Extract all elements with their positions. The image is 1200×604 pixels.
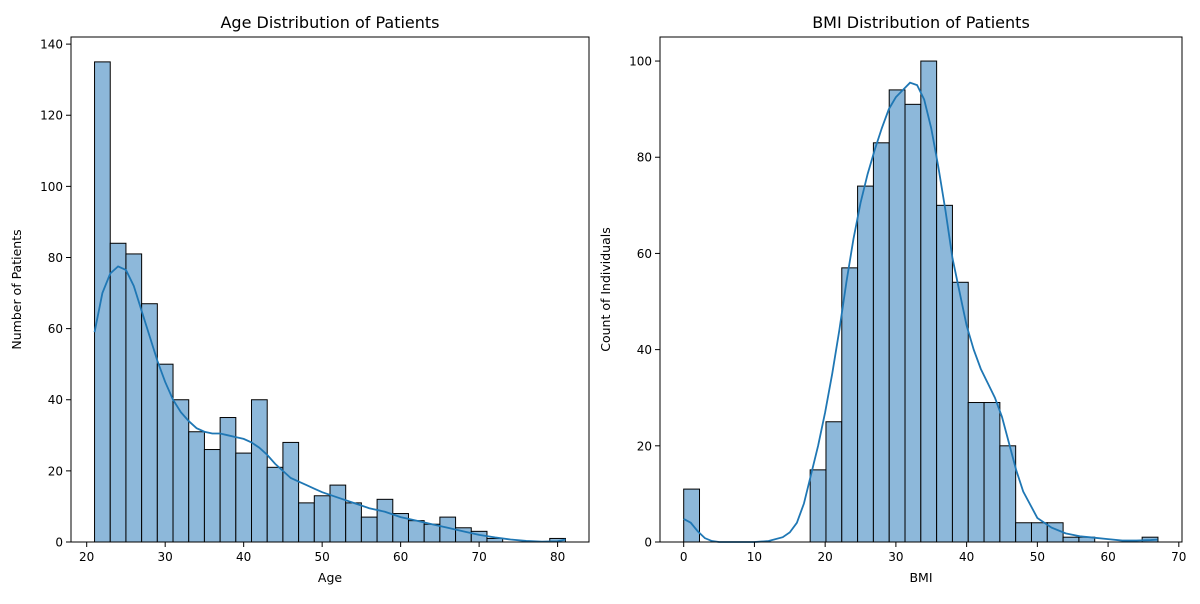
histogram-bar xyxy=(360,516,378,543)
x-tick-label: 50 xyxy=(1030,550,1045,564)
x-tick-label: 0 xyxy=(680,550,688,564)
histogram-bar xyxy=(329,484,347,543)
y-tick-label: 60 xyxy=(637,247,652,261)
histogram-bar xyxy=(94,61,111,543)
x-tick-label: 20 xyxy=(79,550,94,564)
x-tick-label: 30 xyxy=(888,550,903,564)
histogram-bar xyxy=(888,89,906,543)
histogram-bar xyxy=(983,402,1001,543)
y-tick-label: 140 xyxy=(40,38,63,52)
histogram-bar xyxy=(683,488,701,543)
y-axis-label: Count of Individuals xyxy=(598,227,613,352)
histogram-bar xyxy=(376,498,394,543)
chart-title: Age Distribution of Patients xyxy=(220,13,439,32)
x-tick-label: 50 xyxy=(315,550,330,564)
x-tick-label: 80 xyxy=(550,550,565,564)
histogram-bar xyxy=(423,523,441,543)
chart-title: BMI Distribution of Patients xyxy=(812,13,1030,32)
chart-panel-1: 20 30 40 50 60 70 80 0 20 40 60 80 100 120 140 Age Dist… xyxy=(9,13,590,585)
x-tick-label: 10 xyxy=(747,550,762,564)
y-tick-label: 20 xyxy=(637,439,652,453)
histogram-bar xyxy=(141,303,158,543)
histogram-bar xyxy=(172,399,190,543)
kde-line xyxy=(93,265,566,543)
y-tick-label: 80 xyxy=(48,251,63,265)
histogram-bar xyxy=(298,502,315,543)
histogram-bar xyxy=(203,449,221,543)
x-axis-label: Age xyxy=(318,570,342,585)
histogram-bar xyxy=(188,431,205,543)
y-tick-label: 80 xyxy=(637,151,652,165)
histogram-bar xyxy=(345,502,362,543)
y-tick-label: 0 xyxy=(644,536,652,550)
histogram-bar xyxy=(282,441,300,543)
histogram-bar xyxy=(109,242,127,543)
histogram-bar xyxy=(1062,536,1080,543)
y-tick-label: 40 xyxy=(48,393,63,407)
histogram-bar xyxy=(407,520,425,543)
histogram-bar xyxy=(809,469,827,543)
x-axis-label: BMI xyxy=(909,570,932,585)
histogram-bar xyxy=(266,466,284,543)
y-tick-label: 0 xyxy=(55,536,63,550)
y-tick-label: 100 xyxy=(629,55,652,69)
histogram-bar xyxy=(967,402,985,543)
histogram-bar xyxy=(904,103,922,543)
y-tick-label: 100 xyxy=(40,180,63,194)
plot-frame xyxy=(70,36,590,543)
y-tick-label: 40 xyxy=(637,343,652,357)
histogram-bar xyxy=(251,399,268,543)
x-tick-label: 60 xyxy=(1100,550,1115,564)
x-tick-label: 20 xyxy=(818,550,833,564)
histogram-bar xyxy=(936,204,953,543)
y-tick-label: 20 xyxy=(48,464,63,478)
histogram-bar xyxy=(1015,522,1032,543)
x-tick-label: 70 xyxy=(471,550,486,564)
kde-line xyxy=(683,81,1158,543)
histogram-bar xyxy=(857,185,874,543)
x-tick-label: 30 xyxy=(158,550,173,564)
chart-panel-2: 0 10 20 30 40 50 60 70 0 20 40 60 80 100 BMI Distribut… xyxy=(598,13,1186,585)
y-tick-label: 60 xyxy=(48,322,63,336)
y-tick-label: 120 xyxy=(40,109,63,123)
histogram-bar xyxy=(1030,522,1048,543)
histogram-bar xyxy=(235,452,253,543)
histogram-bar xyxy=(872,142,890,543)
histogram-bar xyxy=(313,495,331,543)
histogram-bar xyxy=(156,363,174,543)
x-tick-label: 60 xyxy=(393,550,408,564)
x-tick-label: 70 xyxy=(1171,550,1186,564)
histogram-bar xyxy=(825,421,843,543)
histogram-bar xyxy=(841,267,859,543)
x-tick-label: 40 xyxy=(959,550,974,564)
plot-frame xyxy=(659,36,1183,543)
histogram-bar xyxy=(125,253,143,543)
x-tick-label: 40 xyxy=(236,550,251,564)
y-axis-label: Number of Patients xyxy=(9,229,24,349)
histogram-bar xyxy=(920,60,938,543)
